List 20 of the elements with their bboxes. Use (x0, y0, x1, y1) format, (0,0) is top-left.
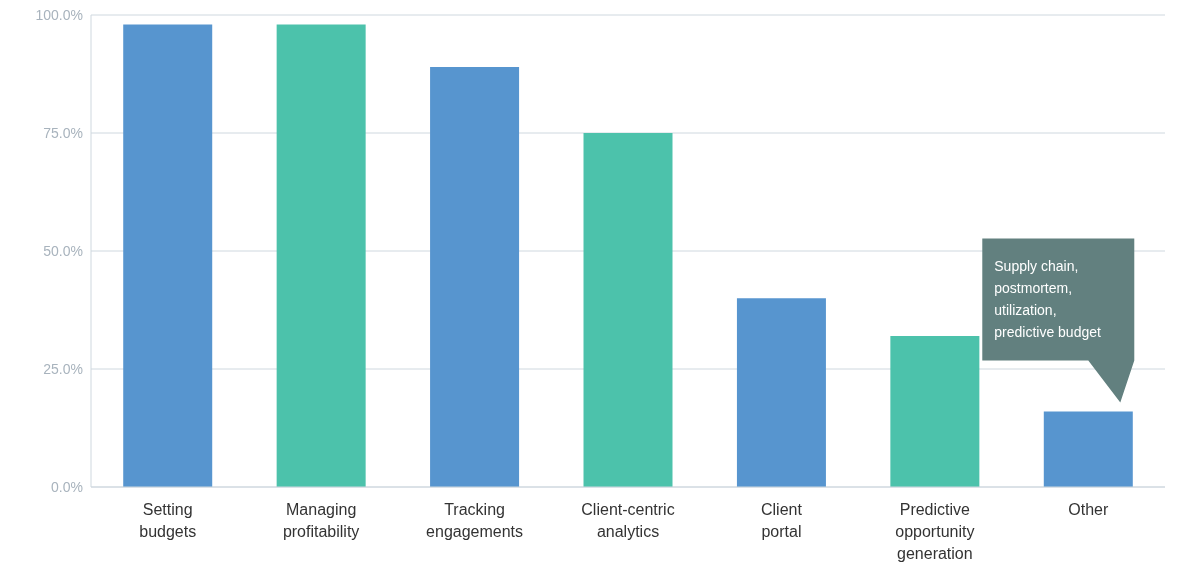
x-tick-label: Managing profitability (282, 501, 360, 540)
y-tick-label: 100.0% (35, 6, 83, 23)
x-tick-label: Predictive opportunity generation (895, 501, 975, 562)
bar (736, 298, 826, 487)
y-tick-label: 50.0% (43, 242, 83, 259)
x-tick-label: Setting budgets (139, 501, 197, 540)
bar (890, 335, 980, 487)
bar (123, 24, 213, 487)
y-tick-label: 75.0% (43, 124, 83, 141)
bar (276, 24, 366, 487)
y-tick-label: 25.0% (43, 360, 83, 377)
bar (583, 133, 673, 487)
bar (430, 66, 520, 487)
bar (1043, 411, 1133, 487)
x-tick-label: Client-centric analytics (581, 501, 675, 540)
x-tick-label: Client portal (760, 501, 803, 540)
y-tick-label: 0.0% (51, 478, 83, 495)
x-tick-label: Tracking engagements (426, 501, 524, 540)
annotation: Supply chain, postmortem, utilization, predictive budget (994, 258, 1102, 341)
x-tick-label: Other (1068, 501, 1109, 518)
